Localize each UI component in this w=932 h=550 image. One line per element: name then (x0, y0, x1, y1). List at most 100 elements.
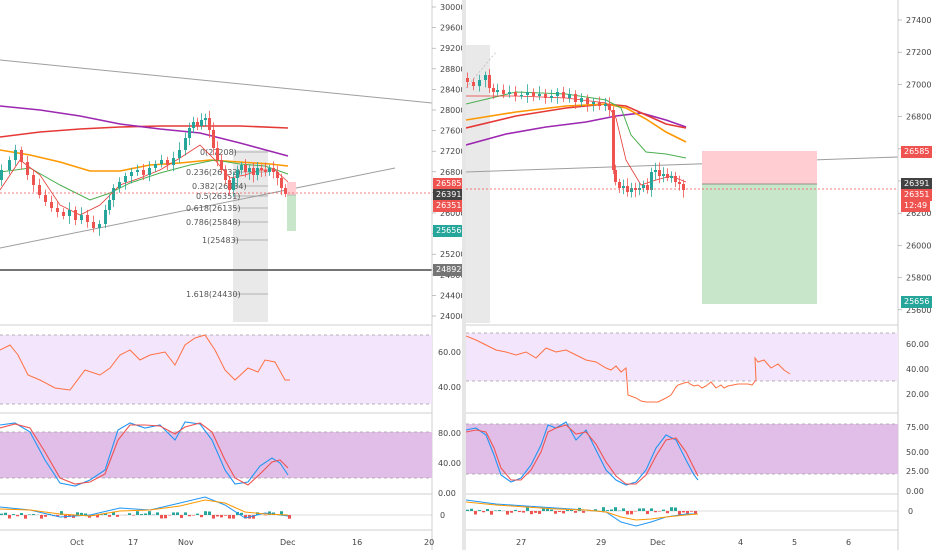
candle-body (678, 182, 681, 184)
candle-body (118, 182, 121, 188)
stoch-axis-label: 80.00 (438, 429, 461, 438)
price-axis-label: 26800 (440, 168, 462, 177)
rsi-band (466, 333, 898, 381)
candle-body (496, 90, 499, 92)
macd-bar (478, 510, 481, 511)
macd-bar (498, 510, 501, 511)
macd-bar (160, 515, 163, 519)
price-tag-high: 26585 (901, 146, 932, 158)
price-axis-label: 26200 (906, 209, 931, 218)
macd-bar (164, 515, 167, 519)
price-axis-label: 24000 (440, 312, 462, 321)
macd-bar (140, 514, 143, 515)
right-chart-canvas[interactable]: 2740027200270002680026600264002620026000… (466, 0, 932, 550)
candle-body (200, 120, 203, 126)
macd-bar (24, 515, 27, 519)
stoch-axis-label: 40.00 (438, 459, 461, 468)
stoch-axis-label: 75.00 (906, 423, 929, 432)
time-label: 29 (596, 538, 606, 547)
ma-purple (0, 105, 289, 157)
macd-bar (156, 512, 159, 515)
candle-body (212, 130, 215, 148)
macd-bar (244, 515, 247, 519)
countdown-tag: 12:49 (901, 200, 931, 212)
macd-bar (196, 513, 199, 515)
time-label: 17 (128, 538, 138, 547)
macd-bar (184, 512, 187, 515)
candle-body (62, 212, 65, 216)
stoch-k (466, 421, 699, 486)
candle-body (466, 78, 469, 82)
candle-body (20, 150, 23, 162)
candle-body (670, 176, 673, 178)
price-axis-label: 27200 (906, 48, 931, 57)
price-tag-target: 25656 (433, 225, 462, 237)
reward-box (287, 195, 296, 231)
highlight-range (233, 150, 268, 322)
right-chart[interactable]: 2740027200270002680026600264002620026000… (466, 0, 932, 550)
candle-body (666, 174, 669, 178)
macd-bar (470, 508, 473, 511)
price-tag-close: 26391 (901, 178, 932, 190)
macd-bar (582, 511, 585, 513)
rsi-axis-label: 60.00 (438, 348, 461, 357)
candle-body (130, 172, 133, 176)
chart-divider[interactable] (462, 0, 466, 550)
ma-red-fast (0, 144, 289, 216)
price-axis-label: 27400 (906, 16, 931, 25)
price-axis-label: 25800 (906, 274, 931, 283)
candle-body (508, 92, 511, 94)
fib-label: 0.382(26434) (192, 182, 247, 191)
candles-left (0, 110, 287, 236)
stoch-d (466, 424, 699, 485)
macd-bar (594, 509, 597, 511)
rsi-line (0, 334, 290, 391)
macd-bar (128, 513, 131, 515)
trend-line-lower (0, 167, 396, 249)
time-label: Oct (70, 538, 84, 547)
candle-body (514, 92, 517, 96)
candle-body (0, 170, 3, 180)
candle-body (80, 215, 83, 220)
trend-line-upper (0, 59, 433, 104)
left-chart-canvas[interactable]: 0(27208) 0.236(26732) 0.382(26434) 0.5(2… (0, 0, 462, 550)
candle-body (232, 178, 235, 190)
candle-body (26, 162, 29, 175)
rsi-axis-label: 40.00 (906, 365, 929, 374)
rsi-line (466, 335, 791, 403)
rsi-band (0, 335, 432, 404)
stoch-axis-label: 50.00 (906, 448, 929, 457)
macd-bar (606, 510, 609, 511)
candle-body (74, 210, 77, 220)
candle-body (568, 94, 571, 98)
macd-bar (56, 515, 59, 517)
macd-bar (506, 511, 509, 515)
candle-body (630, 188, 633, 192)
time-label: Nov (178, 538, 194, 547)
macd-bar (510, 511, 513, 513)
macd-bar (546, 508, 549, 511)
candle-body (208, 118, 211, 130)
fib-label: 0.5(26351) (196, 192, 240, 201)
macd-bar (180, 515, 183, 519)
macd-bar (108, 515, 111, 517)
ma-purple (466, 112, 687, 146)
left-chart[interactable]: 0(27208) 0.236(26732) 0.382(26434) 0.5(2… (0, 0, 462, 550)
macd-bar (566, 509, 569, 511)
candle-body (592, 102, 595, 104)
candle-body (520, 95, 523, 97)
candle-body (248, 168, 251, 172)
price-axis-label: 26800 (906, 113, 931, 122)
macd-bar (642, 508, 645, 511)
macd-bar (0, 513, 3, 515)
candle-body (622, 186, 625, 188)
macd-bar (690, 511, 693, 512)
candle-body (598, 102, 601, 106)
macd-bar (682, 511, 685, 513)
macd-bar (176, 512, 179, 515)
macd-bar (28, 514, 31, 515)
candle-body (260, 168, 263, 170)
macd-bar (602, 507, 605, 511)
reward-box (702, 184, 817, 304)
macd-bar (112, 511, 115, 515)
